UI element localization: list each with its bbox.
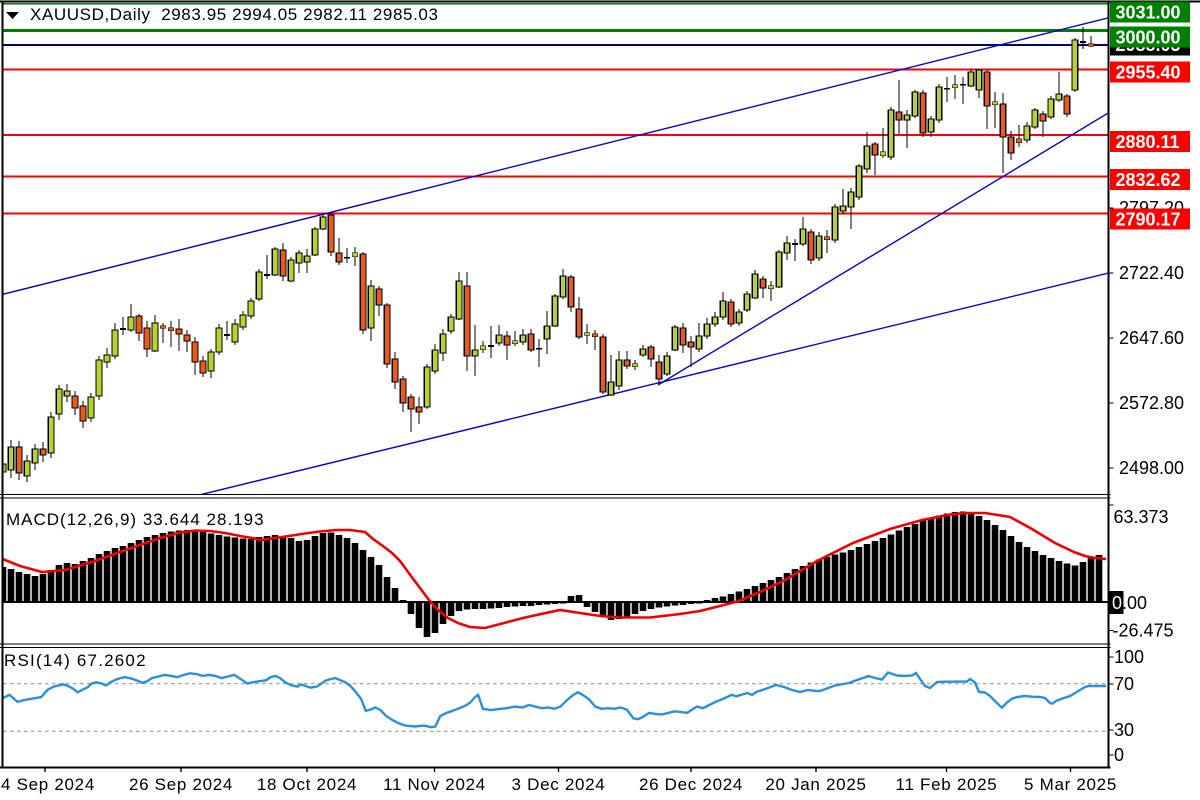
svg-text:18 Oct 2024: 18 Oct 2024 <box>257 775 357 794</box>
svg-text:20 Jan 2025: 20 Jan 2025 <box>765 775 866 794</box>
svg-text:2955.40: 2955.40 <box>1116 63 1181 83</box>
svg-text:2722.40: 2722.40 <box>1119 263 1184 283</box>
svg-text:RSI(14) 67.2602: RSI(14) 67.2602 <box>4 651 147 670</box>
svg-text:2647.60: 2647.60 <box>1119 328 1184 348</box>
svg-text:MACD(12,26,9) 33.644 28.193: MACD(12,26,9) 33.644 28.193 <box>6 510 265 529</box>
svg-text:11 Nov 2024: 11 Nov 2024 <box>383 775 486 794</box>
svg-text:2880.11: 2880.11 <box>1116 132 1180 152</box>
svg-text:26 Dec 2024: 26 Dec 2024 <box>639 775 743 794</box>
svg-text:XAUUSD,Daily 2983.95 2994.05: XAUUSD,Daily 2983.95 2994.05 2982.11 298… <box>30 5 439 24</box>
svg-text:2498.00: 2498.00 <box>1119 458 1184 478</box>
svg-text:4 Sep 2024: 4 Sep 2024 <box>1 775 95 794</box>
svg-text:0: 0 <box>1114 745 1124 765</box>
svg-text:2572.80: 2572.80 <box>1119 393 1184 413</box>
svg-text:100: 100 <box>1114 647 1144 667</box>
svg-text:.00: .00 <box>1122 593 1147 613</box>
svg-text:11 Feb 2025: 11 Feb 2025 <box>896 775 998 794</box>
svg-text:5 Mar 2025: 5 Mar 2025 <box>1024 775 1117 794</box>
svg-text:-26.475: -26.475 <box>1113 621 1174 641</box>
svg-text:26 Sep 2024: 26 Sep 2024 <box>129 775 233 794</box>
svg-text:30: 30 <box>1114 720 1134 740</box>
svg-text:2832.62: 2832.62 <box>1116 170 1181 190</box>
svg-text:3 Dec 2024: 3 Dec 2024 <box>512 775 606 794</box>
svg-text:3000.00: 3000.00 <box>1116 28 1181 48</box>
svg-text:63.373: 63.373 <box>1114 507 1169 527</box>
svg-text:0: 0 <box>1112 593 1122 613</box>
svg-text:2790.17: 2790.17 <box>1116 210 1181 230</box>
svg-text:3031.00: 3031.00 <box>1116 3 1181 23</box>
svg-text:70: 70 <box>1114 674 1134 694</box>
